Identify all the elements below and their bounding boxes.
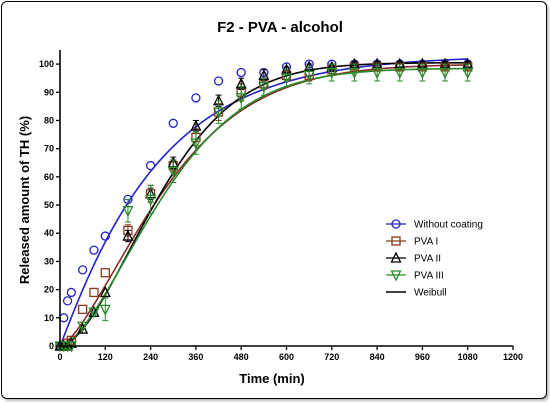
series-without-coating (55, 59, 473, 351)
data-point (62, 296, 73, 306)
data-point (78, 265, 88, 275)
data-point (145, 160, 156, 171)
x-tick-label: 480 (234, 352, 249, 362)
data-point (191, 93, 201, 103)
y-tick-label: 80 (44, 115, 54, 125)
data-point (439, 67, 451, 80)
fit-curve (59, 61, 468, 347)
data-point (89, 287, 99, 298)
fit-curves (59, 58, 468, 347)
data-point (145, 194, 157, 206)
data-point (100, 268, 110, 278)
data-point (77, 322, 89, 334)
y-tick-label: 0 (49, 341, 54, 351)
y-tick-label: 60 (44, 172, 54, 182)
x-tick-label: 0 (57, 352, 62, 362)
y-axis-label: Released amount of TH (%) (17, 116, 32, 284)
data-point (66, 287, 76, 298)
legend-label: PVA III (414, 271, 444, 282)
x-tick-label: 600 (279, 352, 294, 362)
series-pva-iii (54, 63, 474, 353)
legend-label: Weibull (414, 288, 447, 299)
data-point (326, 67, 338, 80)
legend: Without coating PVA I PVA II PVA III Weibull (386, 219, 483, 299)
data-point (258, 81, 270, 94)
data-point (391, 219, 401, 229)
data-point (122, 229, 134, 241)
data-point (416, 67, 428, 80)
data-point (390, 251, 402, 263)
y-tick-label: 70 (44, 144, 54, 154)
data-point (168, 118, 178, 128)
data-point (88, 307, 100, 319)
data-point (89, 245, 99, 255)
data-point (235, 93, 247, 105)
data-point (236, 67, 246, 78)
data-point (371, 67, 383, 80)
legend-entry: PVA I (386, 236, 438, 248)
data-point (190, 138, 202, 150)
y-tick-label: 20 (44, 285, 54, 295)
x-tick-label: 960 (415, 352, 430, 362)
x-axis-label: Time (min) (239, 371, 305, 386)
data-point (122, 206, 134, 218)
data-point (390, 270, 402, 282)
legend-label: PVA II (414, 254, 441, 265)
data-point (99, 285, 111, 298)
fit-curve (59, 58, 468, 347)
chart-title: F2 - PVA - alcohol (217, 19, 343, 36)
data-point (462, 67, 474, 80)
data-point (303, 70, 315, 82)
data-point (77, 321, 89, 333)
x-tick-label: 1080 (458, 352, 478, 362)
data-point (391, 236, 401, 246)
data-point (213, 76, 224, 86)
data-point (394, 67, 406, 80)
data-point (190, 119, 202, 131)
legend-label: PVA I (414, 237, 438, 248)
axes: 0 120 240 360 480 600 720 840 960 1080 1200 0 10 20 30… (39, 50, 523, 362)
data-point (280, 73, 293, 85)
x-tick-label: 720 (324, 352, 339, 362)
y-tick-label: 10 (44, 313, 54, 323)
legend-label: Without coating (414, 220, 483, 231)
fit-curve (59, 67, 468, 347)
data-point (99, 304, 111, 316)
data-point (100, 231, 110, 241)
x-tick-label: 120 (98, 352, 113, 362)
data-point (78, 304, 88, 315)
legend-entry: Weibull (386, 288, 447, 299)
data-point (59, 313, 69, 323)
data-points (54, 57, 474, 353)
y-tick-label: 100 (39, 59, 54, 69)
series-pva-ii (54, 57, 474, 351)
y-tick-label: 90 (44, 87, 54, 97)
x-tick-label: 1200 (503, 352, 523, 362)
legend-entry: Without coating (386, 219, 483, 231)
y-tick-label: 40 (44, 228, 54, 238)
data-point (348, 67, 361, 80)
y-tick-label: 50 (44, 200, 54, 210)
legend-entry: PVA III (386, 270, 444, 282)
fit-curve (59, 64, 468, 347)
x-tick-label: 360 (188, 352, 203, 362)
x-tick-label: 240 (143, 352, 158, 362)
legend-entry: PVA II (386, 251, 441, 265)
data-point (167, 166, 179, 178)
series-pva-i (55, 62, 473, 351)
data-point (212, 107, 225, 119)
data-point (65, 336, 77, 348)
x-tick-label: 840 (370, 352, 385, 362)
y-tick-label: 30 (44, 256, 54, 266)
